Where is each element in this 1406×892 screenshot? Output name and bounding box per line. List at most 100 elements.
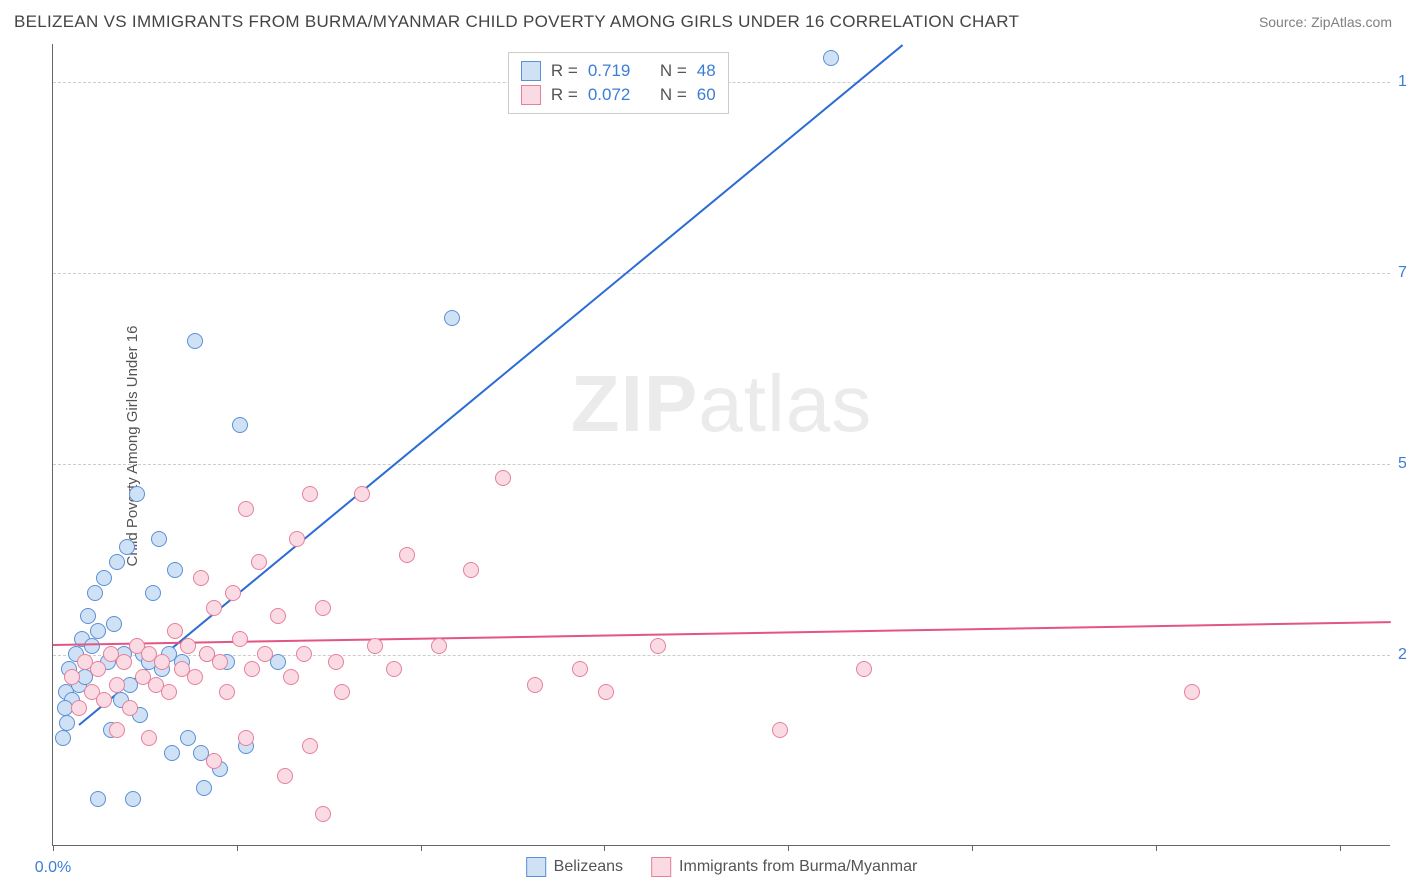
data-point (1184, 684, 1200, 700)
x-tick (1156, 845, 1157, 851)
data-point (187, 669, 203, 685)
data-point (109, 554, 125, 570)
data-point (296, 646, 312, 662)
legend-r-value: 0.072 (588, 85, 631, 105)
data-point (96, 570, 112, 586)
watermark: ZIPatlas (571, 358, 872, 450)
data-point (334, 684, 350, 700)
legend-n-value: 48 (697, 61, 716, 81)
data-point (257, 646, 273, 662)
data-point (59, 715, 75, 731)
data-point (90, 661, 106, 677)
data-point (109, 722, 125, 738)
data-point (141, 730, 157, 746)
data-point (302, 486, 318, 502)
bottom-legend: Belizeans Immigrants from Burma/Myanmar (526, 857, 918, 877)
x-tick (788, 845, 789, 851)
watermark-atlas: atlas (698, 359, 872, 448)
data-point (225, 585, 241, 601)
data-point (193, 570, 209, 586)
legend-label: Belizeans (554, 858, 623, 876)
data-point (180, 638, 196, 654)
watermark-zip: ZIP (571, 359, 698, 448)
legend-n-value: 60 (697, 85, 716, 105)
data-point (196, 780, 212, 796)
data-point (270, 608, 286, 624)
data-point (187, 333, 203, 349)
x-tick (53, 845, 54, 851)
data-point (238, 730, 254, 746)
x-tick (972, 845, 973, 851)
data-point (302, 738, 318, 754)
data-point (84, 638, 100, 654)
data-point (315, 600, 331, 616)
data-point (650, 638, 666, 654)
data-point (119, 539, 135, 555)
data-point (289, 531, 305, 547)
y-tick-label: 75.0% (1398, 264, 1406, 282)
data-point (283, 669, 299, 685)
legend-r-value: 0.719 (588, 61, 631, 81)
legend-stats-row: R = 0.719 N = 48 (521, 59, 716, 83)
data-point (232, 631, 248, 647)
data-point (219, 684, 235, 700)
legend-stats-row: R = 0.072 N = 60 (521, 83, 716, 107)
data-point (122, 700, 138, 716)
data-point (399, 547, 415, 563)
legend-swatch (651, 857, 671, 877)
data-point (154, 654, 170, 670)
x-tick (421, 845, 422, 851)
y-tick-label: 100.0% (1398, 73, 1406, 91)
data-point (55, 730, 71, 746)
data-point (572, 661, 588, 677)
data-point (206, 753, 222, 769)
legend-n-label: N = (660, 61, 687, 81)
data-point (64, 669, 80, 685)
legend-r-label: R = (551, 85, 578, 105)
regression-line (53, 621, 1391, 646)
x-tick (1340, 845, 1341, 851)
data-point (444, 310, 460, 326)
plot-area: ZIPatlas 25.0%50.0%75.0%100.0%0.0%R = 0.… (52, 44, 1390, 846)
legend-label: Immigrants from Burma/Myanmar (679, 858, 917, 876)
data-point (109, 677, 125, 693)
data-point (527, 677, 543, 693)
source-label: Source: ZipAtlas.com (1259, 14, 1392, 30)
y-tick-label: 50.0% (1398, 455, 1406, 473)
legend-swatch (526, 857, 546, 877)
legend-swatch (521, 61, 541, 81)
data-point (495, 470, 511, 486)
y-tick-label: 25.0% (1398, 646, 1406, 664)
data-point (129, 486, 145, 502)
legend-item: Immigrants from Burma/Myanmar (651, 857, 917, 877)
data-point (71, 700, 87, 716)
gridline (53, 655, 1390, 656)
data-point (328, 654, 344, 670)
data-point (80, 608, 96, 624)
data-point (206, 600, 222, 616)
legend-stats: R = 0.719 N = 48R = 0.072 N = 60 (508, 52, 729, 114)
data-point (354, 486, 370, 502)
data-point (251, 554, 267, 570)
data-point (232, 417, 248, 433)
data-point (151, 531, 167, 547)
data-point (116, 654, 132, 670)
data-point (277, 768, 293, 784)
data-point (856, 661, 872, 677)
x-tick (604, 845, 605, 851)
data-point (212, 654, 228, 670)
data-point (161, 684, 177, 700)
regression-line (78, 44, 903, 725)
legend-r-label: R = (551, 61, 578, 81)
data-point (244, 661, 260, 677)
data-point (431, 638, 447, 654)
data-point (367, 638, 383, 654)
data-point (125, 791, 141, 807)
data-point (386, 661, 402, 677)
data-point (598, 684, 614, 700)
x-tick (237, 845, 238, 851)
data-point (90, 623, 106, 639)
gridline (53, 273, 1390, 274)
data-point (238, 501, 254, 517)
data-point (96, 692, 112, 708)
